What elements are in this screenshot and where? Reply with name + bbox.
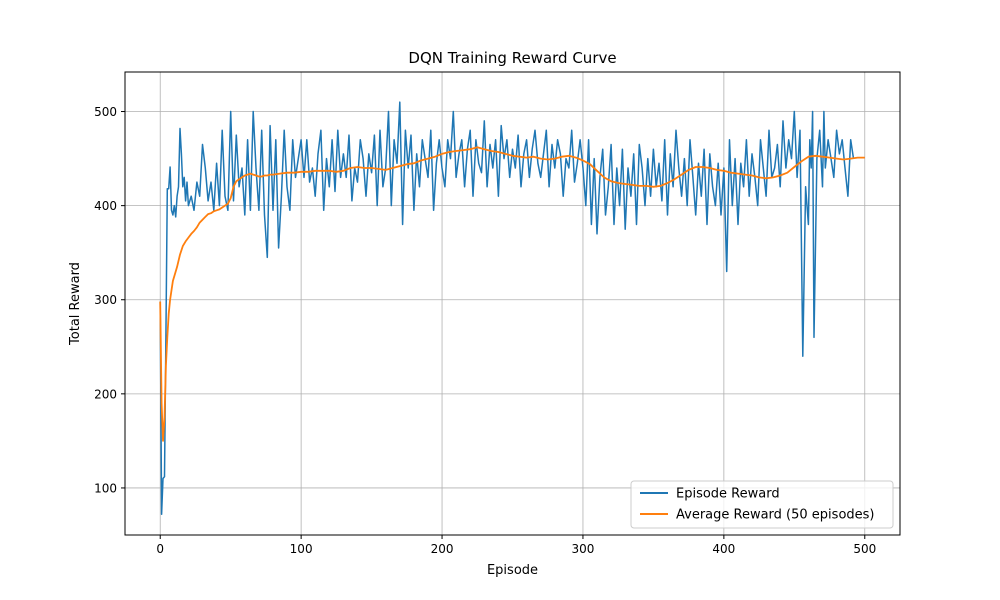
x-tick-label: 100 [290,542,313,556]
x-tick-label: 400 [712,542,735,556]
y-tick-label: 400 [94,199,117,213]
legend-label-episode-reward: Episode Reward [676,487,780,502]
y-tick-label: 200 [94,387,117,401]
y-tick-label: 500 [94,105,117,119]
legend-box [630,480,894,529]
chart-title: DQN Training Reward Curve [408,49,616,67]
y-axis-label: Total Reward [68,262,83,346]
x-tick-label: 200 [431,542,454,556]
y-tick-label: 300 [94,293,117,307]
series-layer [159,101,865,516]
x-tick-label: 300 [572,542,595,556]
legend: Episode Reward Average Reward (50 episod… [630,480,894,529]
x-tick-label: 0 [156,542,164,556]
x-tick-label: 500 [853,542,876,556]
legend-label-average-reward: Average Reward (50 episodes) [676,508,875,523]
average-reward-line [159,146,865,442]
ticks: 0 100 200 300 400 500 100 200 300 400 500 [94,105,876,556]
x-axis-label: Episode [487,563,538,578]
y-tick-label: 100 [94,481,117,495]
plot-frame [124,71,901,536]
